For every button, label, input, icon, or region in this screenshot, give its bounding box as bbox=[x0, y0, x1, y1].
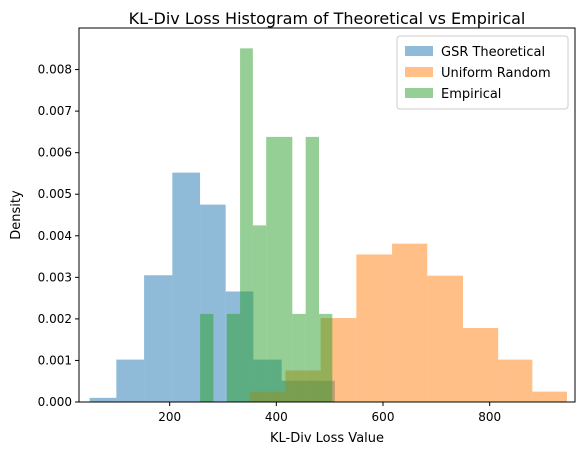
bar-series-1-bin-7 bbox=[463, 328, 499, 402]
y-axis-ticks: 0.000 0.001 0.002 0.003 0.004 0.005 0.006 0.007… bbox=[38, 63, 79, 409]
y-tick-label: 0.004 bbox=[38, 229, 72, 243]
bar-series-1-bin-4 bbox=[356, 254, 393, 402]
legend-swatch bbox=[405, 67, 433, 77]
legend-label: GSR Theoretical bbox=[441, 45, 545, 60]
legend-swatch bbox=[405, 88, 433, 98]
bar-series-2-bin-4 bbox=[252, 225, 267, 402]
bar-series-1-bin-6 bbox=[427, 275, 463, 402]
plot-frame bbox=[78, 27, 576, 403]
bar-series-2-bin-6 bbox=[279, 136, 293, 402]
bar-series-2-bin-0 bbox=[200, 313, 214, 402]
bar-series-0-bin-0 bbox=[89, 397, 117, 402]
y-tick-label: 0.002 bbox=[38, 312, 72, 326]
chart-title: KL-Div Loss Histogram of Theoretical vs … bbox=[129, 9, 526, 28]
y-tick-label: 0.000 bbox=[38, 395, 72, 409]
bar-series-0-bin-3 bbox=[172, 172, 201, 402]
bar-series-2-bin-8 bbox=[305, 136, 319, 402]
legend-label: Uniform Random bbox=[441, 66, 551, 81]
x-axis-ticks: 200 400 600 800 bbox=[158, 402, 501, 424]
y-axis-label: Density bbox=[9, 190, 24, 240]
bar-series-2-bin-9 bbox=[319, 313, 333, 402]
x-tick-label: 800 bbox=[478, 410, 501, 424]
legend-box bbox=[396, 35, 569, 110]
y-tick-label: 0.006 bbox=[38, 146, 72, 160]
bar-series-0-bin-1 bbox=[116, 359, 145, 402]
legend-label: Empirical bbox=[441, 87, 501, 102]
bars-layer bbox=[89, 48, 567, 403]
y-tick-label: 0.003 bbox=[38, 270, 72, 284]
bar-series-2-bin-3 bbox=[240, 48, 253, 403]
y-tick-label: 0.008 bbox=[38, 63, 72, 77]
bar-series-2-bin-5 bbox=[266, 136, 279, 402]
y-tick-label: 0.005 bbox=[38, 187, 72, 201]
x-tick-label: 600 bbox=[372, 410, 395, 424]
y-tick-label: 0.007 bbox=[38, 104, 72, 118]
legend-swatch bbox=[405, 46, 433, 56]
bar-series-2-bin-7 bbox=[292, 313, 306, 402]
bar-series-1-bin-8 bbox=[498, 359, 533, 402]
bar-series-1-bin-5 bbox=[392, 243, 428, 402]
x-axis-label: KL-Div Loss Value bbox=[270, 431, 384, 446]
bar-series-2-bin-2 bbox=[226, 313, 241, 402]
y-tick-label: 0.001 bbox=[38, 353, 72, 367]
x-tick-label: 200 bbox=[158, 410, 181, 424]
x-tick-label: 400 bbox=[265, 410, 288, 424]
legend: GSR Theoretical Uniform Random Empirical bbox=[396, 35, 569, 110]
bar-series-0-bin-2 bbox=[144, 275, 173, 402]
bar-series-1-bin-9 bbox=[532, 391, 567, 402]
